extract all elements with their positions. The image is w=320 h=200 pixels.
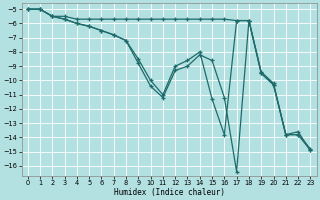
X-axis label: Humidex (Indice chaleur): Humidex (Indice chaleur) (114, 188, 225, 197)
